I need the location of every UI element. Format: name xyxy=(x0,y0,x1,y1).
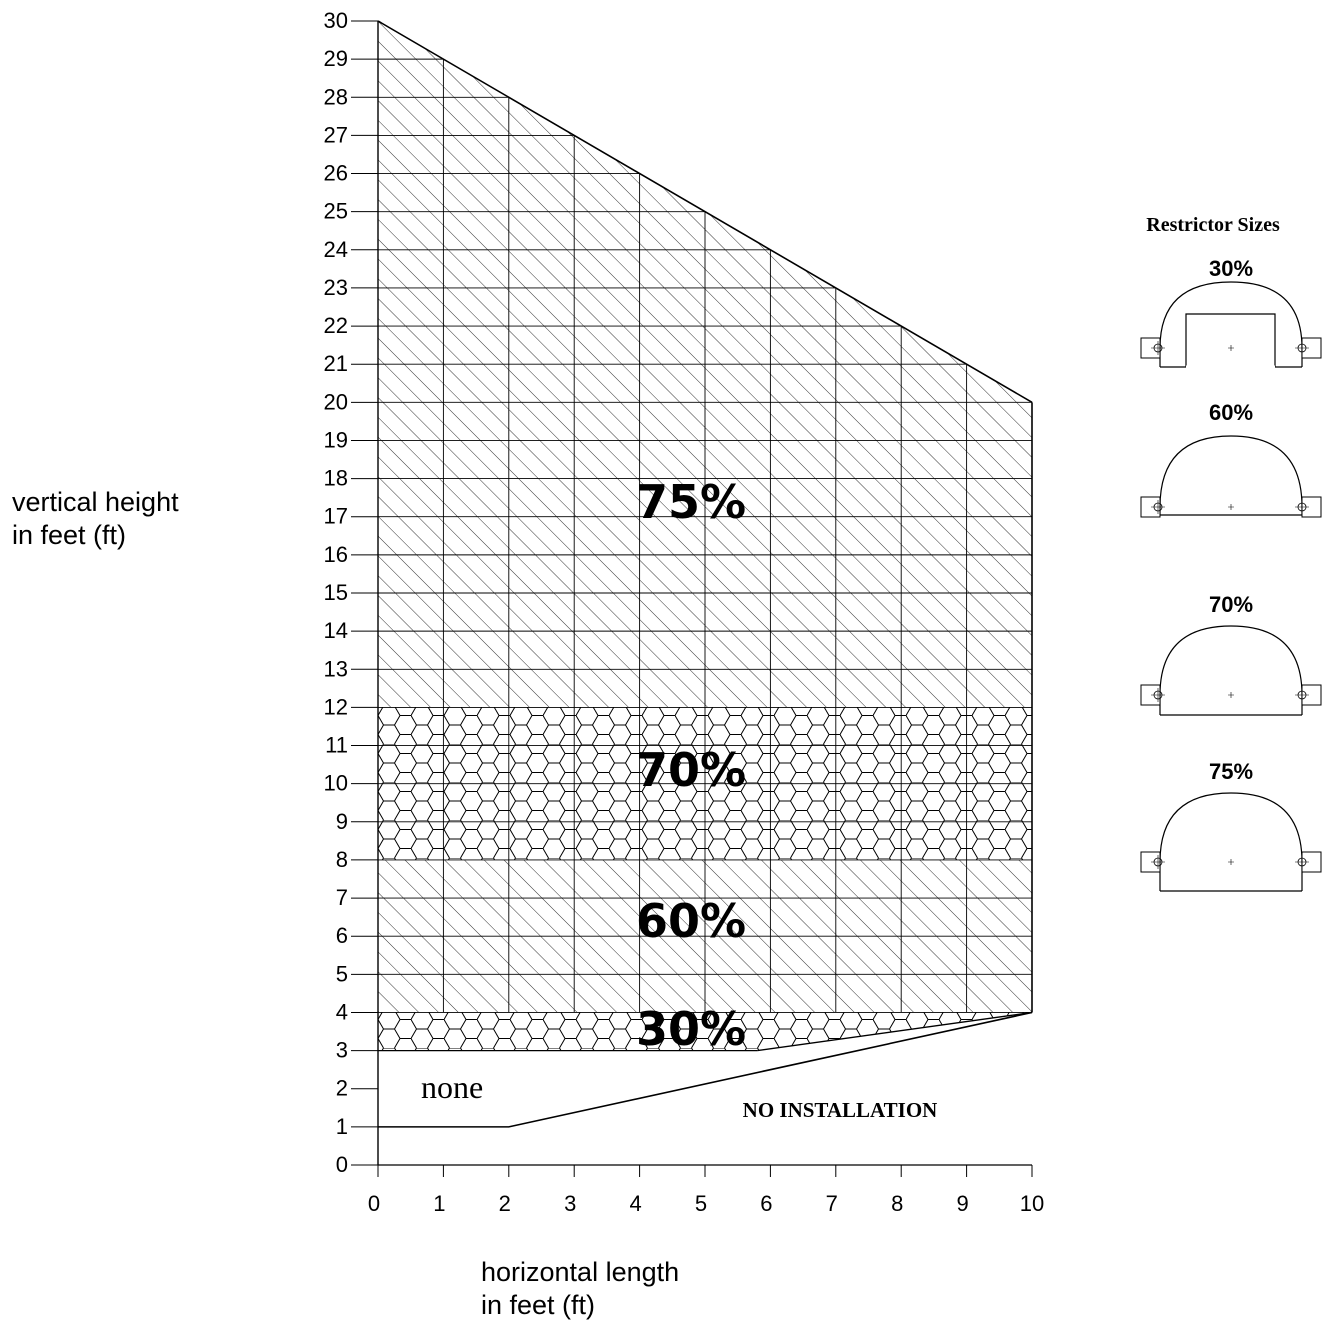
y-tick-label: 18 xyxy=(324,466,348,491)
x-tick-label: 8 xyxy=(891,1191,903,1216)
y-tick-label: 21 xyxy=(324,351,348,376)
restrictor-30-item: 30% xyxy=(1140,256,1322,369)
restrictor-center-mark xyxy=(1228,345,1234,351)
y-tick-label: 11 xyxy=(325,733,348,758)
restrictor-crosshair xyxy=(1151,855,1165,869)
y-tick-label: 27 xyxy=(324,122,348,147)
restrictor-label: 75% xyxy=(1209,759,1253,784)
none-label: none xyxy=(421,1069,483,1105)
y-tick-label: 17 xyxy=(324,504,348,529)
y-tick-label: 30 xyxy=(324,8,348,33)
restrictor-label: 60% xyxy=(1209,400,1253,425)
y-axis-title-line2: in feet (ft) xyxy=(12,520,127,550)
x-tick-label: 4 xyxy=(629,1191,641,1216)
labels-layer: 75% 70% 60% 30% none NO INSTALLATION xyxy=(421,475,937,1122)
y-tick-label: 2 xyxy=(336,1076,348,1101)
y-tick-label: 28 xyxy=(324,84,348,109)
restrictor-arch xyxy=(1159,281,1303,367)
restrictor-arch xyxy=(1159,625,1303,715)
x-tick-label: 3 xyxy=(564,1191,576,1216)
zone-label-60: 60% xyxy=(636,894,746,948)
x-axis-title-line1: horizontal length xyxy=(481,1257,680,1287)
restrictor-70-item: 70% xyxy=(1140,592,1322,716)
x-tick-label: 0 xyxy=(368,1191,380,1216)
max-height-line xyxy=(377,20,1033,404)
restrictor-crosshair xyxy=(1295,341,1309,355)
y-tick-label: 4 xyxy=(336,999,348,1024)
legend-title: Restrictor Sizes xyxy=(1146,214,1280,236)
y-tick-label: 20 xyxy=(324,389,348,414)
restrictor-75-item: 75% xyxy=(1140,759,1322,892)
y-tick-label: 16 xyxy=(324,542,348,567)
y-tick-label: 7 xyxy=(336,885,348,910)
x-tick-label: 9 xyxy=(956,1191,968,1216)
x-tick-label: 7 xyxy=(826,1191,838,1216)
axes-layer: 0123456789101112131415161718192021222324… xyxy=(324,8,1045,1216)
restrictor-center-mark xyxy=(1228,859,1234,865)
y-tick-label: 13 xyxy=(324,656,348,681)
min-height-line xyxy=(378,1011,1033,1128)
x-tick-label: 10 xyxy=(1020,1191,1044,1216)
restrictor-arch xyxy=(1159,435,1303,515)
y-tick-label: 9 xyxy=(336,809,348,834)
restrictor-center-mark xyxy=(1228,504,1234,510)
zone-label-30: 30% xyxy=(636,1002,746,1056)
y-tick-label: 6 xyxy=(336,923,348,948)
restrictor-crosshair xyxy=(1151,500,1165,514)
y-tick-label: 14 xyxy=(324,618,348,643)
lower-30pct-line xyxy=(757,1011,1033,1052)
boundaries-layer xyxy=(377,20,1033,1128)
no-installation-label: NO INSTALLATION xyxy=(743,1098,938,1122)
restrictor-label: 70% xyxy=(1209,592,1253,617)
y-tick-label: 10 xyxy=(324,771,348,796)
x-tick-label: 6 xyxy=(760,1191,772,1216)
y-tick-label: 0 xyxy=(336,1152,348,1177)
y-tick-label: 8 xyxy=(336,847,348,872)
restrictor-label: 30% xyxy=(1209,256,1253,281)
restrictor-crosshair xyxy=(1151,341,1165,355)
y-tick-label: 29 xyxy=(324,46,348,71)
y-tick-label: 19 xyxy=(324,427,348,452)
y-axis-title-line1: vertical height xyxy=(12,487,179,517)
restrictor-60-item: 60% xyxy=(1140,400,1322,518)
zone-30-fill xyxy=(378,1012,1032,1051)
zone-label-70: 70% xyxy=(636,743,746,797)
x-tick-label: 2 xyxy=(499,1191,511,1216)
x-axis-title-line2: in feet (ft) xyxy=(481,1290,596,1320)
y-tick-label: 15 xyxy=(324,580,348,605)
restrictor-crosshair xyxy=(1295,688,1309,702)
x-tick-label: 1 xyxy=(433,1191,445,1216)
zone-label-75: 75% xyxy=(636,475,746,529)
legend-layer: Restrictor Sizes 30% 60% 70% 75% xyxy=(1140,214,1322,892)
y-tick-label: 12 xyxy=(324,694,348,719)
x-tick-label: 5 xyxy=(695,1191,707,1216)
restrictor-crosshair xyxy=(1295,855,1309,869)
restrictor-notch xyxy=(1185,313,1276,367)
restrictor-arch xyxy=(1159,792,1303,891)
y-tick-label: 22 xyxy=(324,313,348,338)
y-tick-label: 5 xyxy=(336,961,348,986)
restrictor-crosshair xyxy=(1151,688,1165,702)
restrictor-center-mark xyxy=(1228,692,1234,698)
y-tick-label: 1 xyxy=(336,1114,348,1139)
y-tick-label: 25 xyxy=(324,199,348,224)
y-tick-label: 24 xyxy=(324,237,348,262)
restrictor-crosshair xyxy=(1295,500,1309,514)
y-tick-label: 26 xyxy=(324,161,348,186)
y-tick-label: 3 xyxy=(336,1038,348,1063)
y-tick-label: 23 xyxy=(324,275,348,300)
